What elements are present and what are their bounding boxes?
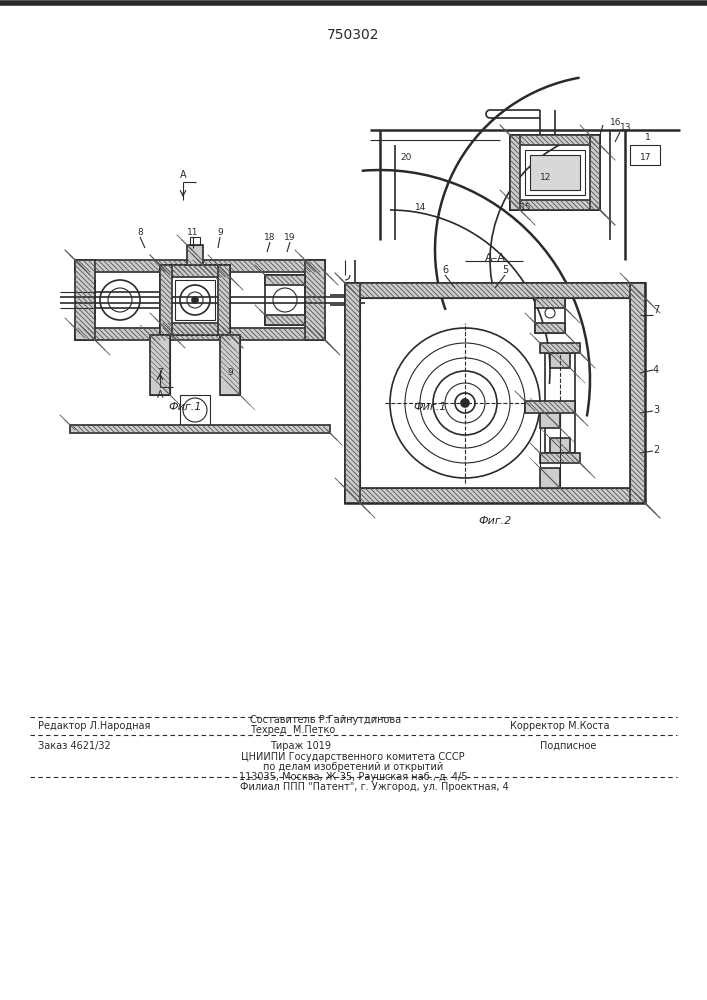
Bar	[175, 280, 215, 320]
Text: 6: 6	[442, 265, 448, 275]
Text: А–А: А–А	[484, 253, 506, 263]
Text: 13: 13	[620, 123, 631, 132]
Bar	[345, 283, 645, 298]
Bar	[190, 237, 200, 245]
Text: 18: 18	[264, 233, 276, 242]
Text: Филиал ППП "Патент", г. Ужгород, ул. Проектная, 4: Филиал ППП "Патент", г. Ужгород, ул. Про…	[240, 782, 509, 792]
Bar	[630, 283, 645, 503]
Text: А: А	[157, 390, 163, 400]
Text: Составитель Р.Гайнутдинова: Составитель Р.Гайнутдинова	[250, 715, 401, 725]
Text: Подписное: Подписное	[540, 741, 597, 751]
Text: 3: 3	[653, 405, 659, 415]
Bar	[265, 275, 305, 325]
Bar	[510, 200, 600, 210]
Circle shape	[461, 399, 469, 407]
Text: А: А	[180, 170, 187, 180]
Bar	[510, 135, 600, 145]
Bar	[180, 395, 210, 425]
Text: 113035, Москва, Ж-35, Раушская наб., д. 4/5: 113035, Москва, Ж-35, Раушская наб., д. …	[239, 772, 467, 782]
Text: 5: 5	[502, 265, 508, 275]
Bar	[540, 453, 580, 463]
Bar	[360, 298, 630, 488]
Text: Фиг.1: Фиг.1	[414, 402, 447, 412]
Text: Фиг.2: Фиг.2	[479, 516, 512, 526]
Bar	[75, 260, 325, 272]
Text: Фиг.1: Фиг.1	[168, 402, 201, 412]
Text: 11: 11	[187, 228, 199, 237]
Text: 7: 7	[157, 368, 163, 377]
Bar	[265, 315, 305, 325]
Bar	[540, 343, 580, 353]
Text: 17: 17	[640, 153, 651, 162]
Bar	[218, 265, 230, 335]
Text: 15: 15	[520, 203, 532, 212]
Bar	[345, 283, 645, 503]
Bar	[70, 425, 330, 433]
Bar	[630, 145, 660, 165]
Bar	[305, 260, 325, 340]
Text: 9: 9	[227, 368, 233, 377]
Bar	[160, 265, 230, 277]
Text: Заказ 4621/32: Заказ 4621/32	[38, 741, 111, 751]
Text: Техред  М.Петко: Техред М.Петко	[250, 725, 335, 735]
Bar	[550, 353, 570, 368]
Bar	[150, 335, 170, 395]
Bar	[590, 135, 600, 210]
Bar	[545, 353, 575, 453]
Text: 16: 16	[610, 118, 621, 127]
Bar	[160, 265, 172, 335]
Text: ЦНИИПИ Государственного комитета СССР: ЦНИИПИ Государственного комитета СССР	[241, 752, 464, 762]
Bar	[220, 335, 240, 395]
Text: Редактор Л.Народная: Редактор Л.Народная	[38, 721, 151, 731]
Bar	[530, 155, 580, 190]
Text: 19: 19	[284, 233, 296, 242]
Bar	[540, 408, 560, 488]
Text: по делам изобретений и открытий: по делам изобретений и открытий	[263, 762, 443, 772]
Bar	[75, 260, 95, 340]
Text: 12: 12	[540, 173, 551, 182]
Text: 20: 20	[400, 153, 411, 162]
Bar	[265, 275, 305, 285]
Text: Корректор М.Коста: Корректор М.Коста	[510, 721, 609, 731]
Bar	[535, 298, 565, 308]
Bar	[525, 401, 575, 413]
Bar	[150, 335, 170, 395]
Bar	[160, 323, 230, 335]
Bar	[525, 150, 585, 195]
Text: 4: 4	[653, 365, 659, 375]
Bar	[187, 245, 203, 265]
Bar	[345, 488, 645, 503]
Bar	[535, 298, 565, 333]
Circle shape	[192, 297, 198, 303]
Bar	[510, 135, 600, 210]
Bar	[540, 408, 560, 428]
Bar	[540, 468, 560, 488]
Text: 14: 14	[415, 203, 426, 212]
Bar	[535, 323, 565, 333]
Bar	[510, 135, 520, 210]
Text: 7: 7	[653, 305, 659, 315]
Bar	[550, 438, 570, 453]
Bar	[220, 335, 240, 395]
Text: 2: 2	[653, 445, 659, 455]
Text: 750302: 750302	[327, 28, 379, 42]
Bar	[75, 328, 325, 340]
Text: 1: 1	[645, 133, 650, 142]
Text: 9: 9	[217, 228, 223, 237]
Bar	[160, 265, 230, 335]
Text: Тираж 1019: Тираж 1019	[270, 741, 331, 751]
Bar	[345, 283, 360, 503]
Text: 8: 8	[137, 228, 143, 237]
